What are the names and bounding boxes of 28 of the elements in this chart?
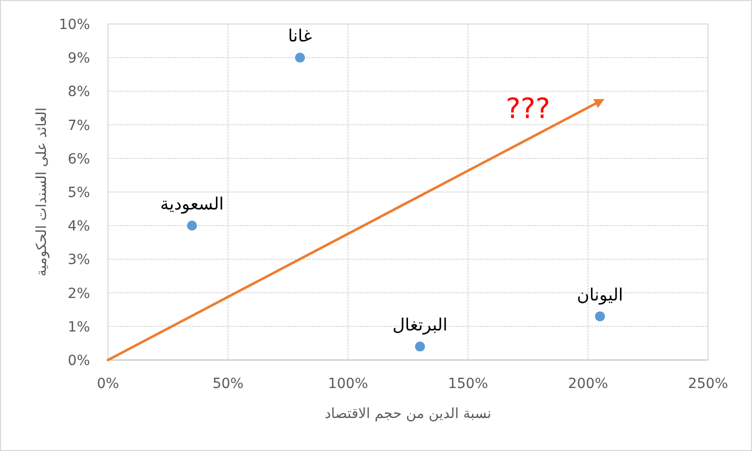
- y-tick-label: 4%: [68, 218, 90, 235]
- x-axis-title: نسبة الدين من حجم الاقتصاد: [324, 406, 492, 422]
- annotation: البرتغال: [392, 316, 448, 336]
- y-tick-label: 5%: [68, 185, 90, 201]
- annotation: اليونان: [576, 285, 624, 306]
- y-tick-label: 3%: [68, 252, 90, 268]
- annotation: السعودية: [160, 194, 224, 215]
- x-tick-label: 0%: [96, 376, 120, 392]
- annotation: غانا: [288, 26, 312, 47]
- y-tick-label: 1%: [68, 319, 90, 336]
- point: [415, 342, 425, 352]
- y-tick-label: 10%: [58, 17, 90, 33]
- point: [595, 311, 605, 322]
- x-tick-label: 250%: [688, 376, 728, 392]
- x-tick-label: 100%: [328, 376, 368, 392]
- y-tick-label: 7%: [68, 118, 90, 134]
- x-tick-label: 150%: [448, 376, 488, 392]
- x-tick-label: 200%: [568, 376, 608, 392]
- point: [187, 220, 197, 231]
- x-tick-label: 50%: [212, 376, 244, 392]
- y-tick-label: 0%: [68, 353, 90, 369]
- y-tick-label: 6%: [68, 151, 90, 168]
- y-tick-label: 9%: [68, 50, 90, 67]
- point: [295, 52, 305, 63]
- y-axis-title: العائد على السندات الحكومية: [34, 107, 50, 277]
- y-tick-label: 8%: [68, 84, 90, 100]
- y-tick-label: 2%: [68, 286, 90, 302]
- annotation: ???: [506, 92, 550, 126]
